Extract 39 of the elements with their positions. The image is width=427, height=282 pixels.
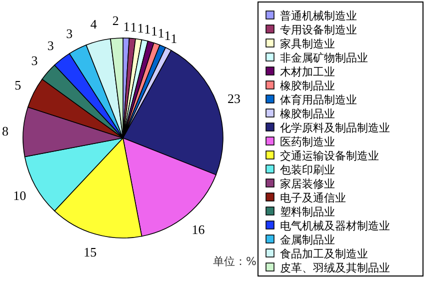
legend-label: 包装印刷业 (280, 164, 335, 176)
data-label: 3 (31, 52, 38, 68)
data-label: 4 (90, 16, 98, 32)
data-label: 1 (123, 19, 130, 34)
legend-label: 木材加工业 (280, 66, 335, 78)
legend-label: 食品加工及制造业 (280, 248, 368, 260)
data-label: 5 (14, 77, 22, 92)
data-label: 1 (137, 20, 144, 36)
data-label: 8 (2, 124, 8, 139)
legend-label: 非金属矿物制品业 (280, 52, 368, 64)
data-label: 1 (158, 26, 164, 41)
data-label: 1 (130, 19, 137, 34)
legend-label: 普通机械制造业 (280, 10, 357, 22)
data-label: 15 (84, 244, 97, 260)
legend-label: 电子及通信业 (280, 192, 346, 204)
legend-label: 家具制造业 (280, 38, 335, 50)
data-label: 3 (66, 26, 73, 41)
data-label: 10 (13, 188, 26, 203)
legend-label: 橡胶制品业 (280, 80, 335, 92)
legend-label: 交通运输设备制造业 (280, 150, 379, 162)
data-label: 1 (170, 31, 178, 46)
text: 单位：% (213, 255, 256, 268)
legend-label: 家居装修业 (280, 178, 335, 190)
data-label: 3 (47, 38, 54, 53)
legend-label: 体育用品制造业 (280, 94, 357, 106)
legend-label: 皮革、羽绒及其制品业 (280, 262, 390, 274)
legend-label: 橡胶制品业 (280, 108, 335, 120)
legend-label: 专用设备制造业 (280, 24, 357, 36)
legend-label: 化学原料及制品制造业 (280, 122, 390, 134)
data-label: 2 (112, 13, 119, 28)
legend-label: 金属制品业 (280, 234, 335, 246)
data-label: 1 (150, 23, 158, 38)
legend-label: 医药制造业 (280, 136, 335, 148)
data-label: 1 (144, 22, 151, 37)
data-label: 16 (192, 222, 206, 237)
data-label: 1 (164, 28, 171, 44)
legend-label: 塑料制品业 (280, 206, 335, 218)
data-label: 23 (228, 91, 241, 106)
legend-label: 电气机械及器材制造业 (280, 220, 390, 232)
